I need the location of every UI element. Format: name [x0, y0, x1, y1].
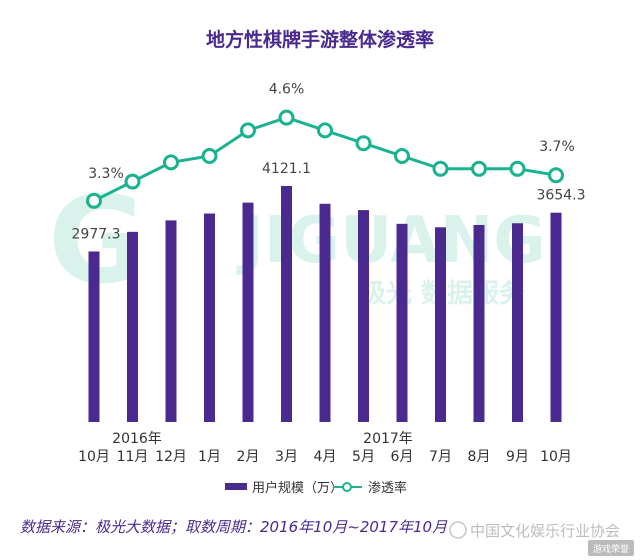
- bar-12: [550, 212, 562, 422]
- legend-bar-swatch: [225, 483, 247, 490]
- legend-line-label: 渗透率: [368, 480, 407, 496]
- line-label-0: 3.3%: [88, 166, 124, 182]
- bar-label-5: 4121.1: [262, 161, 311, 177]
- association-name: 中国文化娱乐行业协会: [470, 522, 620, 540]
- x-tick-4: 2月: [237, 449, 260, 465]
- corner-badge: 游戏荣誉: [588, 540, 634, 556]
- bar-11: [512, 223, 523, 422]
- line-label-12: 3.7%: [539, 139, 575, 155]
- line-point-5: [278, 109, 295, 126]
- bar-4: [242, 202, 254, 422]
- bar-5: [281, 185, 292, 422]
- year-label-2016: 2016年: [112, 431, 162, 447]
- x-tick-1: 11月: [117, 449, 149, 465]
- bar-10: [473, 224, 485, 422]
- x-tick-12: 10月: [540, 449, 572, 465]
- bar-9: [435, 227, 446, 422]
- bar-3: [204, 213, 215, 422]
- bar-1: [127, 231, 138, 422]
- bar-label-0: 2977.3: [72, 226, 121, 242]
- line-point-9: [432, 160, 449, 177]
- x-tick-3: 1月: [198, 449, 221, 465]
- bar-label-12: 3654.3: [537, 188, 586, 204]
- x-tick-10: 8月: [468, 449, 491, 465]
- line-series: [86, 109, 564, 209]
- bar-labels: 2977.3 4121.1 3654.3: [72, 161, 586, 243]
- line-point-4: [240, 122, 256, 139]
- corner-badge-bg: [588, 540, 634, 556]
- legend-line-marker: [342, 482, 352, 492]
- x-tick-0: 10月: [78, 449, 110, 465]
- corner-badge-text: 游戏荣誉: [593, 543, 629, 555]
- x-axis-ticks: 10月 11月 12月 1月 2月 3月 4月 5月 6月 7月 8月 9月 10月: [78, 449, 572, 465]
- watermark: G JIGUANG 极光 数据服务: [48, 172, 546, 311]
- chart-title: 地方性棋牌手游整体渗透率: [206, 28, 434, 51]
- bar-6: [319, 203, 331, 422]
- bar-0: [88, 251, 100, 422]
- x-tick-6: 4月: [314, 449, 337, 465]
- bars-group: [88, 185, 562, 422]
- x-tick-8: 6月: [391, 449, 414, 465]
- line-point-8: [394, 148, 410, 164]
- legend-bar-label: 用户规模（万）: [252, 480, 343, 496]
- x-tick-11: 9月: [506, 449, 529, 465]
- x-tick-7: 5月: [352, 449, 375, 465]
- bar-8: [396, 223, 408, 422]
- line-labels: 3.3% 4.6% 3.7%: [88, 82, 575, 182]
- association-watermark: 中国文化娱乐行业协会: [449, 521, 620, 540]
- data-source-note: 数据来源：极光大数据；取数周期：2016年10月~2017年10月: [20, 518, 448, 536]
- bar-2: [165, 220, 177, 422]
- line-point-6: [317, 122, 333, 139]
- line-point-12: [548, 167, 564, 184]
- line-point-0: [86, 192, 102, 209]
- line-point-1: [124, 173, 141, 190]
- legend: 用户规模（万） 渗透率: [225, 480, 407, 496]
- line-point-11: [509, 160, 526, 177]
- line-label-5: 4.6%: [269, 82, 305, 98]
- x-tick-9: 7月: [429, 449, 452, 465]
- x-tick-5: 3月: [275, 449, 298, 465]
- line-point-10: [471, 160, 487, 177]
- x-tick-2: 12月: [155, 449, 187, 465]
- association-logo-icon: [449, 521, 467, 539]
- line-point-2: [163, 154, 179, 171]
- line-point-7: [355, 135, 372, 152]
- bar-7: [358, 210, 369, 422]
- year-label-2017: 2017年: [363, 431, 413, 447]
- line-point-3: [201, 148, 218, 164]
